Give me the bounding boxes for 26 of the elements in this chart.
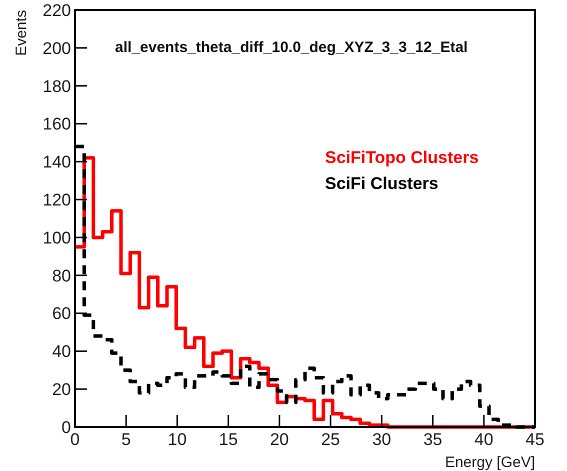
x-axis-title: Energy [GeV] [444, 454, 535, 471]
x-tick-label: 15 [218, 430, 238, 449]
y-tick-label: 20 [52, 380, 71, 400]
y-tick-label: 0 [62, 418, 71, 437]
y-tick-label: 80 [52, 266, 71, 286]
x-tick-label: 10 [168, 430, 187, 449]
text: all_events_theta_diff_10.0_deg_XYZ_3_3_12_Etal [115, 39, 468, 56]
y-tick-label: 140 [42, 152, 71, 172]
y-tick-label: 200 [42, 38, 71, 58]
x-tick-label: 40 [474, 430, 494, 449]
x-tick-label: 30 [372, 430, 392, 449]
y-axis-title: Events [13, 10, 30, 56]
x-tick-label: 45 [526, 430, 544, 449]
y-tick-label: 100 [42, 228, 71, 248]
text: SciFi Clusters [325, 174, 438, 193]
x-tick-label: 35 [423, 430, 442, 449]
y-tick-label: 180 [42, 76, 71, 96]
y-tick-label: 120 [42, 190, 71, 210]
y-tick-label: 60 [52, 304, 71, 324]
y-tick-label: 40 [52, 342, 71, 362]
x-tick-label: 5 [121, 430, 131, 449]
y-tick-label: 220 [42, 0, 71, 20]
y-tick-label: 160 [42, 114, 71, 134]
text: SciFiTopo Clusters [325, 148, 479, 167]
x-tick-label: 20 [270, 430, 289, 449]
x-tick-label: 25 [321, 430, 340, 449]
